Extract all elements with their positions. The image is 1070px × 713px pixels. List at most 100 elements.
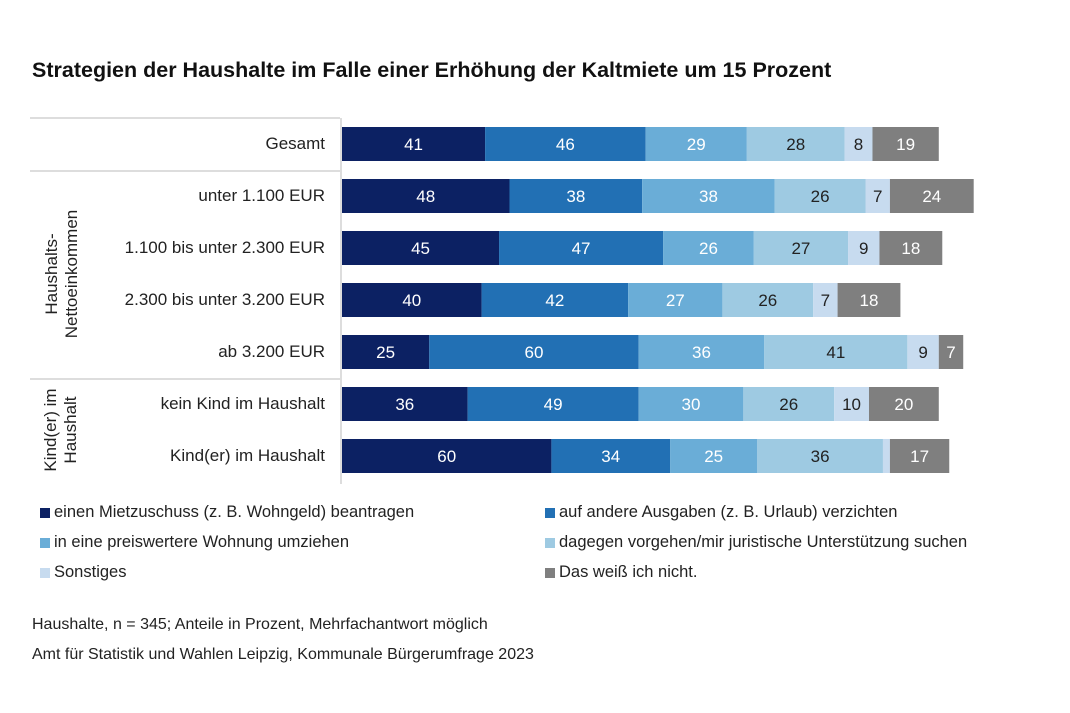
- bar-segment: [907, 335, 939, 369]
- data-label: 48: [416, 187, 435, 206]
- data-label: 18: [860, 291, 879, 310]
- bar-segment: [645, 127, 747, 161]
- data-label: 49: [544, 395, 563, 414]
- data-label: 8: [854, 135, 863, 154]
- legend-swatch: [40, 507, 50, 518]
- bar-segment: [670, 439, 758, 473]
- bar-segment: [429, 335, 639, 369]
- legend-swatch: [40, 567, 50, 578]
- bar-segment: [663, 231, 754, 265]
- data-label: 46: [556, 135, 575, 154]
- bar-segment: [848, 231, 880, 265]
- note-source: Amt für Statistik und Wahlen Leipzig, Ko…: [32, 646, 534, 663]
- data-label: 45: [411, 239, 430, 258]
- legend-item: in eine preiswertere Wohnung umziehen: [40, 533, 349, 552]
- data-label: 36: [395, 395, 414, 414]
- bar-segment: [844, 127, 873, 161]
- category-label: unter 1.100 EUR: [198, 186, 325, 205]
- data-label: 26: [758, 291, 777, 310]
- bar-segment: [834, 387, 869, 421]
- category-label: Kind(er) im Haushalt: [170, 446, 325, 465]
- legend-item: Das weiß ich nicht.: [545, 563, 697, 582]
- data-label: 29: [687, 135, 706, 154]
- legend-label: einen Mietzuschuss (z. B. Wohngeld) bean…: [54, 503, 415, 521]
- bar-segment: [879, 231, 943, 265]
- data-label: 7: [821, 291, 830, 310]
- data-label: 41: [404, 135, 423, 154]
- bar-segment: [467, 387, 639, 421]
- data-label: 38: [566, 187, 585, 206]
- bar-segment: [481, 283, 629, 317]
- bar-segment: [638, 335, 765, 369]
- legend-swatch: [545, 567, 555, 578]
- legend-item: Sonstiges: [40, 563, 126, 582]
- note-sample: Haushalte, n = 345; Anteile in Prozent, …: [32, 616, 488, 633]
- category-label: 2.300 bis unter 3.200 EUR: [124, 290, 325, 309]
- bar-segment: [551, 439, 671, 473]
- bar-segment: [342, 387, 468, 421]
- data-label: 42: [545, 291, 564, 310]
- bar-segment: [722, 283, 814, 317]
- bar-segment: [813, 283, 838, 317]
- data-label: 27: [666, 291, 685, 310]
- bar-segment: [509, 179, 643, 213]
- bar-segment: [743, 387, 835, 421]
- data-label: 25: [376, 343, 395, 362]
- bar-segment: [342, 231, 500, 265]
- data-label: 30: [682, 395, 701, 414]
- legend-label: auf andere Ausgaben (z. B. Urlaub) verzi…: [559, 503, 898, 521]
- data-label: 41: [826, 343, 845, 362]
- legend-swatch: [545, 507, 555, 518]
- bar-segment: [485, 127, 646, 161]
- legend-item: einen Mietzuschuss (z. B. Wohngeld) bean…: [40, 503, 414, 522]
- legend-item: auf andere Ausgaben (z. B. Urlaub) verzi…: [545, 503, 897, 522]
- bar-segment: [342, 127, 486, 161]
- bar-segment: [753, 231, 849, 265]
- data-label: 60: [524, 343, 543, 362]
- bar-segment: [872, 127, 939, 161]
- category-label: kein Kind im Haushalt: [160, 394, 325, 413]
- data-label: 27: [791, 239, 810, 258]
- data-label: 9: [918, 343, 927, 362]
- legend-swatch: [40, 537, 50, 548]
- data-label: 38: [699, 187, 718, 206]
- data-label: 10: [842, 395, 861, 414]
- data-label: 7: [873, 187, 882, 206]
- bar-segment: [642, 179, 775, 213]
- legend-label: dagegen vorgehen/mir juristische Unterst…: [559, 533, 968, 551]
- bar-segment: [882, 439, 890, 473]
- category-label: Gesamt: [265, 134, 325, 153]
- legend-label: Sonstiges: [54, 563, 127, 581]
- legend-label: Das weiß ich nicht.: [559, 563, 698, 581]
- legend-item: dagegen vorgehen/mir juristische Unterst…: [545, 533, 967, 552]
- bar-segment: [342, 439, 552, 473]
- bar-segment: [342, 335, 430, 369]
- data-label: 17: [910, 447, 929, 466]
- bar-segment: [865, 179, 890, 213]
- bar-segment: [938, 335, 964, 369]
- data-label: 20: [894, 395, 913, 414]
- divider: [30, 117, 340, 119]
- data-label: 36: [811, 447, 830, 466]
- data-label: 34: [601, 447, 620, 466]
- bar-segment: [499, 231, 664, 265]
- category-label: 1.100 bis unter 2.300 EUR: [124, 238, 325, 257]
- bar-segment: [889, 179, 974, 213]
- bar-segment: [757, 439, 883, 473]
- data-label: 25: [704, 447, 723, 466]
- data-label: 26: [811, 187, 830, 206]
- divider: [30, 378, 340, 380]
- data-label: 9: [859, 239, 868, 258]
- chart-title: Strategien der Haushalte im Falle einer …: [32, 58, 832, 82]
- bar-segment: [342, 283, 482, 317]
- data-label: 60: [437, 447, 456, 466]
- bar-segment: [638, 387, 744, 421]
- data-label: 40: [402, 291, 421, 310]
- data-label: 24: [922, 187, 941, 206]
- category-label: ab 3.200 EUR: [218, 342, 325, 361]
- bar-segment: [868, 387, 939, 421]
- data-label: 28: [786, 135, 805, 154]
- divider: [30, 170, 340, 172]
